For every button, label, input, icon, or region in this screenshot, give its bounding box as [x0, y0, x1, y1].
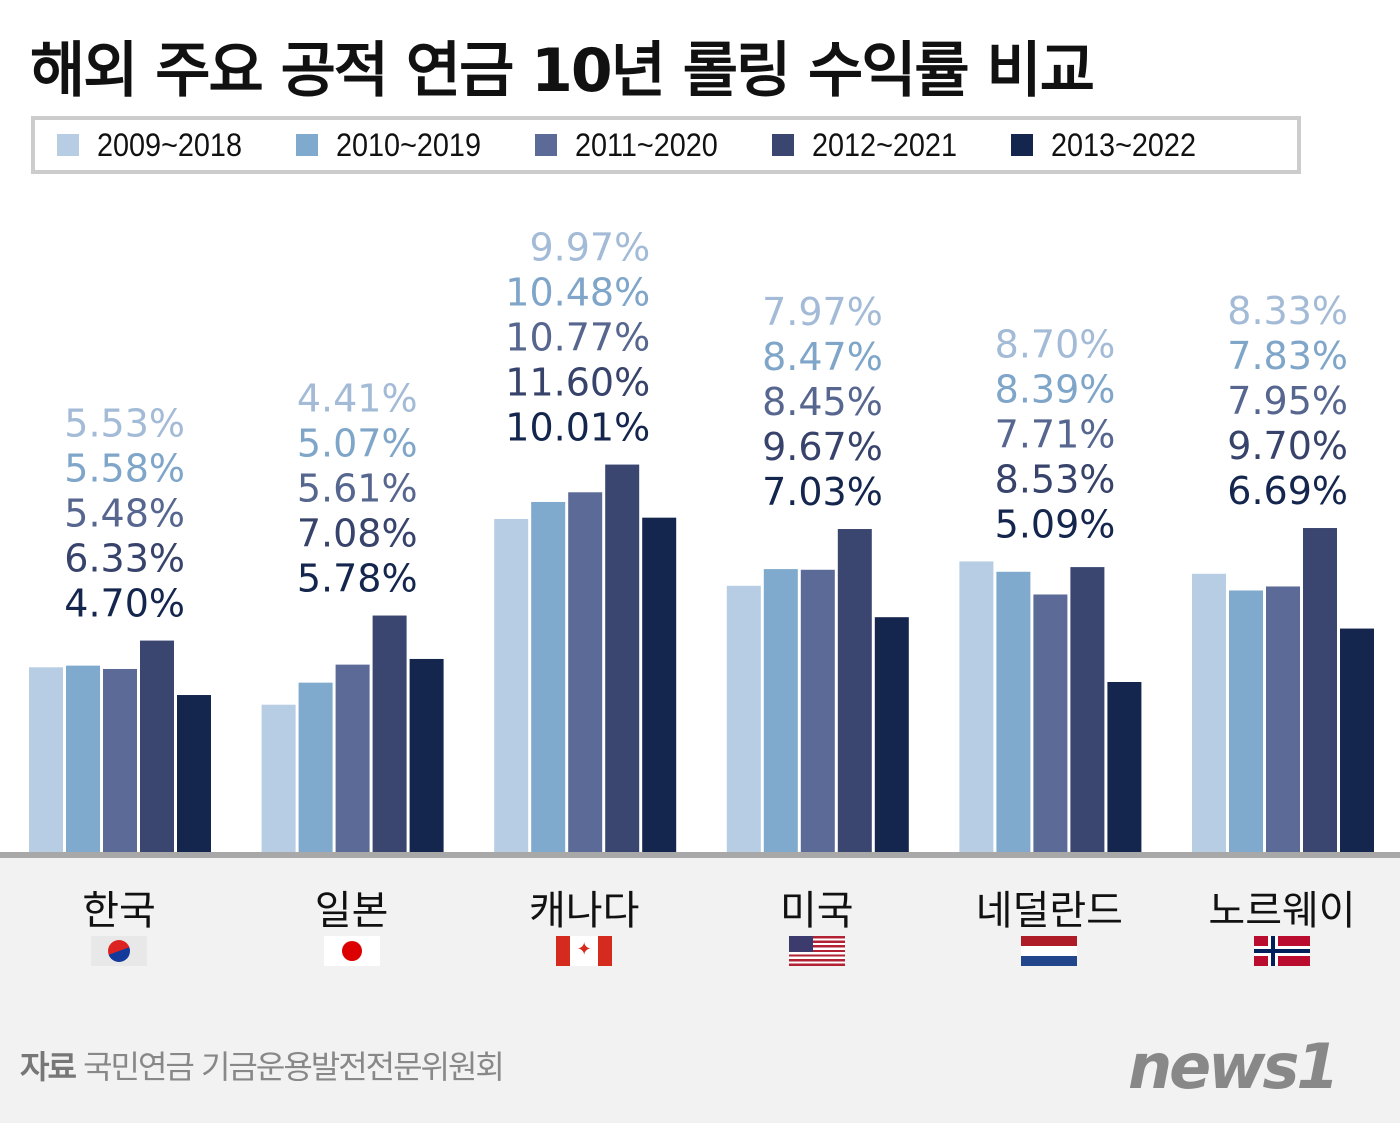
- bar: [298, 682, 333, 852]
- data-label: 5.53%: [64, 402, 185, 446]
- bar: [66, 665, 100, 852]
- data-label: 6.69%: [1227, 469, 1348, 513]
- bar: [996, 571, 1031, 852]
- chart-title: 해외 주요 공적 연금 10년 롤링 수익률 비교: [30, 36, 1095, 106]
- data-label: 9.97%: [529, 226, 650, 270]
- bar: [605, 464, 640, 852]
- data-label: 5.07%: [297, 422, 418, 466]
- bar: [1340, 628, 1374, 852]
- data-label: 5.61%: [297, 467, 418, 511]
- data-label: 9.70%: [1227, 424, 1348, 468]
- legend: 2009~2018 2010~2019 2011~2020 2012~2021 2013…: [31, 116, 1301, 174]
- bar: [800, 569, 835, 852]
- data-label: 10.01%: [505, 406, 650, 450]
- data-label: 10.48%: [505, 271, 650, 315]
- data-label: 8.45%: [762, 380, 883, 424]
- bar: [1033, 594, 1068, 852]
- legend-label: 2013~2022: [1050, 126, 1196, 163]
- legend-swatch: [1010, 134, 1033, 156]
- category-area: [0, 852, 1400, 1123]
- data-label: 5.58%: [64, 447, 185, 491]
- legend-label: 2009~2018: [97, 126, 242, 163]
- category-label: 한국: [82, 888, 156, 934]
- legend-item: 2010~2019: [296, 127, 497, 164]
- data-label: 8.53%: [995, 457, 1116, 501]
- source-label: 자료: [20, 1048, 77, 1086]
- legend-swatch: [535, 134, 558, 156]
- data-label: 8.70%: [995, 322, 1116, 366]
- data-label: 6.33%: [64, 537, 185, 581]
- data-label: 7.95%: [1227, 379, 1348, 423]
- korea-flag-icon: [91, 936, 147, 966]
- data-label: 9.67%: [762, 425, 883, 469]
- bar: [177, 695, 211, 852]
- bar: [874, 617, 909, 852]
- bar-chart: 5.53%5.58%5.48%6.33%4.70% 4.41%5.07%5.61%…: [29, 226, 1374, 852]
- legend-item: 2013~2022: [1010, 126, 1212, 164]
- bar: [642, 517, 677, 852]
- source-note: 자료 국민연금 기금운용발전전문위원회: [20, 1042, 505, 1088]
- data-label: 8.39%: [995, 367, 1116, 411]
- legend-swatch: [771, 134, 794, 156]
- category-label: 미국: [779, 888, 854, 934]
- bar: [29, 667, 63, 852]
- data-label: 8.47%: [762, 335, 883, 379]
- bar: [140, 640, 174, 852]
- legend-label: 2012~2021: [811, 126, 957, 163]
- x-axis-baseline: [0, 852, 1400, 858]
- data-label: 5.48%: [64, 492, 185, 536]
- usa-flag-icon: [788, 936, 845, 966]
- legend-label: 2011~2020: [575, 126, 718, 163]
- data-label: 7.71%: [995, 412, 1116, 456]
- bar: [531, 501, 566, 852]
- bar: [763, 569, 798, 852]
- bar: [261, 704, 296, 852]
- data-label: 7.03%: [762, 470, 883, 514]
- data-label: 7.97%: [762, 290, 883, 334]
- bar: [1303, 528, 1337, 852]
- bar: [335, 664, 370, 852]
- legend-swatch: [57, 134, 79, 156]
- bar: [837, 529, 872, 852]
- data-label: 10.77%: [505, 316, 650, 360]
- data-label: 8.33%: [1227, 289, 1348, 333]
- data-label: 11.60%: [505, 361, 650, 405]
- bar: [103, 668, 137, 852]
- netherlands-flag-icon: [1021, 936, 1078, 966]
- bar: [1070, 567, 1105, 852]
- category-label: 노르웨이: [1208, 888, 1356, 934]
- bar: [1192, 573, 1226, 852]
- bar: [1266, 586, 1300, 852]
- data-label: 4.41%: [297, 377, 418, 421]
- data-label: 5.78%: [297, 557, 418, 601]
- category-label: 네덜란드: [975, 888, 1123, 934]
- legend-item: 2011~2020: [535, 127, 734, 164]
- norway-flag-icon: [1254, 936, 1310, 966]
- legend-label: 2010~2019: [336, 126, 482, 163]
- legend-item: 2009~2018: [57, 127, 258, 164]
- bar: [959, 561, 994, 852]
- legend-item: 2012~2021: [771, 126, 973, 164]
- bar: [1229, 590, 1263, 852]
- bar: [494, 519, 529, 852]
- data-label: 4.70%: [64, 582, 185, 626]
- data-label: 5.09%: [995, 502, 1116, 546]
- canada-flag-icon: ✦: [556, 936, 613, 966]
- bar: [1107, 681, 1142, 852]
- bar: [409, 658, 444, 852]
- source-text: 국민연금 기금운용발전전문위원회: [83, 1048, 505, 1086]
- category-label: 일본: [314, 888, 389, 934]
- japan-flag-icon: [323, 936, 380, 966]
- bar: [726, 585, 761, 852]
- bar: [372, 615, 407, 852]
- bar: [568, 492, 603, 852]
- data-label: 7.08%: [297, 512, 418, 556]
- data-label: 7.83%: [1227, 334, 1348, 378]
- category-label: 캐나다: [528, 888, 640, 934]
- legend-swatch: [296, 134, 319, 156]
- news1-logo: news1: [1128, 1030, 1340, 1103]
